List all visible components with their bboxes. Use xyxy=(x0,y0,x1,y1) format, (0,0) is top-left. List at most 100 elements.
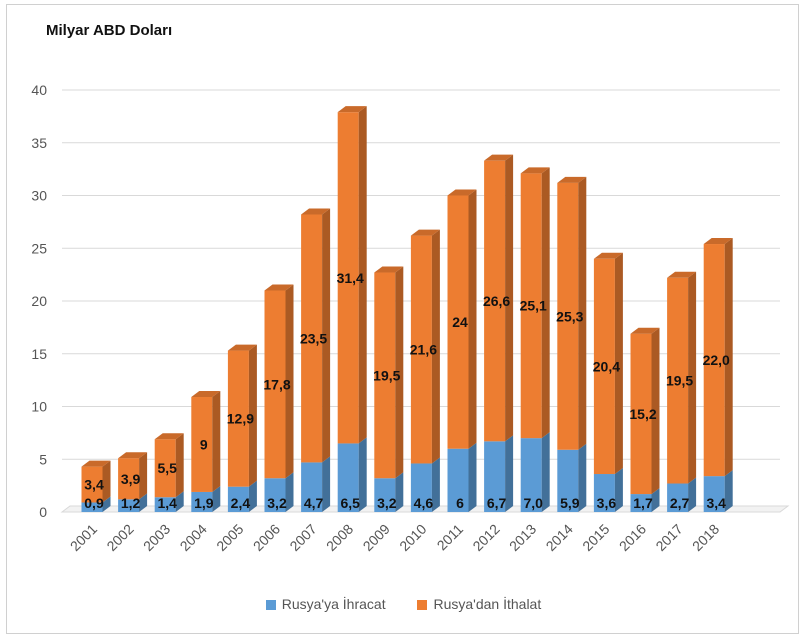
bar-exports-front xyxy=(337,443,359,512)
data-label-imports: 25,3 xyxy=(556,308,583,324)
bar-imports-side xyxy=(102,460,111,503)
chart-legend: Rusya'ya İhracat Rusya'dan İthalat xyxy=(0,596,807,612)
bar-imports-side xyxy=(468,189,477,449)
bar-imports-front xyxy=(118,458,140,500)
bar-exports-side xyxy=(468,442,477,512)
bar-imports-top xyxy=(667,271,697,278)
data-label-exports: 1,9 xyxy=(194,495,214,511)
y-tick-label: 35 xyxy=(31,135,47,151)
bar-imports-side xyxy=(248,344,257,487)
bar-imports-side xyxy=(212,391,221,492)
y-tick-label: 15 xyxy=(31,346,47,362)
bar-exports-side xyxy=(541,432,550,512)
bar-imports-top xyxy=(227,344,257,351)
bar-imports-top xyxy=(520,167,550,174)
bar-exports-side xyxy=(212,485,221,512)
bar-exports-front xyxy=(667,483,689,512)
bar-imports-front xyxy=(227,350,249,487)
data-label-imports: 21,6 xyxy=(410,342,437,358)
data-label-imports: 12,9 xyxy=(227,411,254,427)
bar-imports-side xyxy=(431,229,440,464)
data-label-exports: 2,4 xyxy=(231,495,251,511)
bar-exports-side xyxy=(285,472,294,512)
bar-imports-front xyxy=(667,277,689,484)
chart-title: Milyar ABD Doları xyxy=(46,22,173,39)
data-label-exports: 3,6 xyxy=(597,495,617,511)
data-label-exports: 1,2 xyxy=(121,495,141,511)
bar-imports-front xyxy=(301,214,323,463)
y-tick-label: 25 xyxy=(31,240,47,256)
data-label-imports: 24 xyxy=(452,314,468,330)
bar-imports-top xyxy=(301,208,331,215)
bar-exports-front xyxy=(630,494,652,512)
x-tick-label: 2007 xyxy=(286,521,319,554)
bar-exports-side xyxy=(175,491,184,512)
bar-imports-top xyxy=(593,252,623,259)
bar-imports-side xyxy=(724,238,733,477)
y-tick-label: 0 xyxy=(39,504,47,520)
data-label-exports: 3,2 xyxy=(377,495,397,511)
legend-item-exports: Rusya'ya İhracat xyxy=(265,596,386,612)
bar-imports-side xyxy=(651,327,660,495)
data-label-imports: 19,5 xyxy=(373,367,400,383)
bar-imports-front xyxy=(630,333,652,495)
x-tick-label: 2008 xyxy=(323,521,356,554)
bar-imports-top xyxy=(374,266,404,273)
bar-imports-side xyxy=(175,433,184,498)
bar-exports-side xyxy=(651,488,660,512)
bar-exports-front xyxy=(264,478,286,512)
bar-imports-front xyxy=(81,466,103,503)
x-tick-label: 2010 xyxy=(396,521,429,554)
x-tick-label: 2006 xyxy=(250,521,283,554)
bar-imports-front xyxy=(593,258,615,475)
bar-exports-side xyxy=(102,496,111,512)
bar-imports-top xyxy=(557,176,587,183)
bar-imports-top xyxy=(447,189,477,196)
bar-imports-top xyxy=(118,452,148,459)
bar-exports-front xyxy=(703,476,725,512)
data-label-exports: 3,2 xyxy=(267,495,287,511)
legend-swatch-exports xyxy=(265,600,276,611)
x-tick-label: 2003 xyxy=(140,521,173,554)
data-label-imports: 3,9 xyxy=(121,471,141,487)
bar-imports-front xyxy=(337,112,359,444)
bar-exports-side xyxy=(505,435,514,512)
bar-imports-side xyxy=(322,208,331,463)
bar-imports-side xyxy=(139,452,148,500)
legend-label-exports: Rusya'ya İhracat xyxy=(281,596,386,612)
data-label-imports: 5,5 xyxy=(157,460,177,476)
bar-imports-side xyxy=(505,154,514,442)
bar-exports-side xyxy=(724,470,733,512)
data-label-exports: 1,4 xyxy=(157,495,177,511)
legend-label-imports: Rusya'dan İthalat xyxy=(433,596,542,612)
data-label-exports: 7,0 xyxy=(523,495,543,511)
legend-item-imports: Rusya'dan İthalat xyxy=(417,596,541,612)
data-label-exports: 2,7 xyxy=(670,495,690,511)
bar-exports-side xyxy=(322,456,331,512)
bar-exports-side xyxy=(688,477,697,512)
x-tick-label: 2018 xyxy=(689,521,722,554)
bar-imports-side xyxy=(358,106,367,444)
bar-imports-top xyxy=(337,106,367,113)
bar-imports-side xyxy=(688,271,697,484)
data-label-imports: 20,4 xyxy=(593,358,620,374)
bar-imports-front xyxy=(410,235,432,464)
data-label-imports: 23,5 xyxy=(300,330,327,346)
data-label-exports: 4,6 xyxy=(414,495,434,511)
bar-imports-front xyxy=(154,439,176,498)
bar-imports-front xyxy=(191,397,213,492)
bar-imports-front xyxy=(374,272,396,479)
data-label-imports: 22,0 xyxy=(703,352,730,368)
x-tick-label: 2017 xyxy=(652,521,685,554)
data-label-exports: 6,7 xyxy=(487,495,507,511)
bar-exports-front xyxy=(191,491,213,512)
data-label-imports: 26,6 xyxy=(483,293,510,309)
bar-imports-side xyxy=(395,266,404,479)
bar-exports-side xyxy=(578,443,587,512)
bar-exports-side xyxy=(614,468,623,512)
bar-exports-front xyxy=(557,449,579,512)
x-tick-label: 2016 xyxy=(616,521,649,554)
bar-exports-front xyxy=(118,499,140,512)
legend-swatch-imports xyxy=(417,600,428,611)
